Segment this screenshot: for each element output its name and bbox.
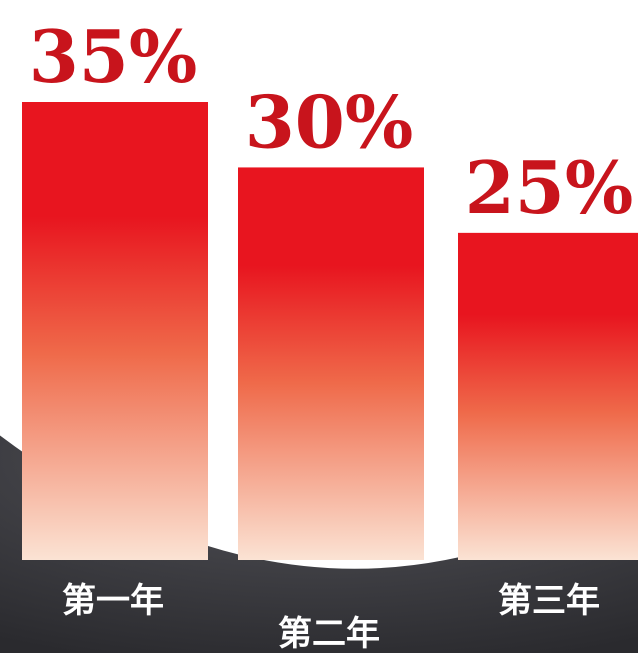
dark-curved-band [0,435,638,653]
value-labels-layer: 35% 30% 25% [29,14,634,230]
category-label-1: 第一年 [62,581,164,621]
bar-1 [22,102,208,560]
category-label-2: 第二年 [278,614,380,653]
category-label-3: 第三年 [498,581,600,621]
bar-3 [458,232,638,560]
value-label-3: 25% [465,145,634,230]
value-label-1: 35% [29,14,198,99]
bar-2 [238,167,424,560]
bars-layer [22,102,638,560]
value-label-2: 30% [245,79,414,164]
